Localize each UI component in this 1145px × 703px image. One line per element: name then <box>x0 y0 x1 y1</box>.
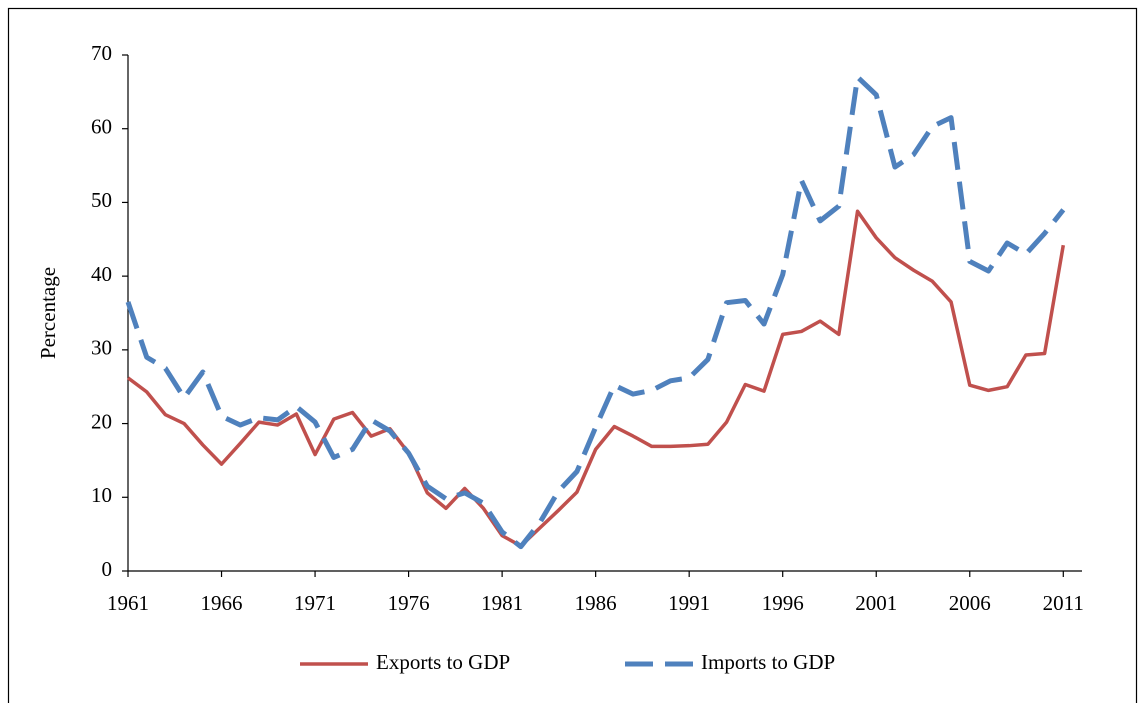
y-axis-label: Percentage <box>36 267 60 359</box>
y-tick-label: 30 <box>91 336 112 360</box>
x-tick-label: 1976 <box>388 591 430 615</box>
y-tick-label: 70 <box>91 41 112 65</box>
legend-label: Imports to GDP <box>701 650 835 674</box>
y-tick-label: 20 <box>91 409 112 433</box>
x-tick-label: 1996 <box>762 591 804 615</box>
x-tick-label: 1986 <box>575 591 617 615</box>
y-tick-label: 60 <box>91 115 112 139</box>
x-tick-label: 2011 <box>1043 591 1084 615</box>
series-line <box>126 209 1066 548</box>
x-tick-label: 1981 <box>481 591 523 615</box>
x-tick-label: 1961 <box>107 591 149 615</box>
x-tick-label: 1966 <box>201 591 243 615</box>
legend-label: Exports to GDP <box>376 650 510 674</box>
x-tick-label: 2006 <box>949 591 991 615</box>
y-tick-label: 40 <box>91 262 112 286</box>
y-tick-label: 0 <box>102 557 113 581</box>
x-tick-label: 1971 <box>294 591 336 615</box>
series-line <box>125 74 1066 550</box>
x-tick-label: 1991 <box>668 591 710 615</box>
chart-frame <box>7 7 1138 703</box>
y-tick-label: 10 <box>91 483 112 507</box>
x-tick-label: 2001 <box>855 591 897 615</box>
y-tick-label: 50 <box>91 188 112 212</box>
